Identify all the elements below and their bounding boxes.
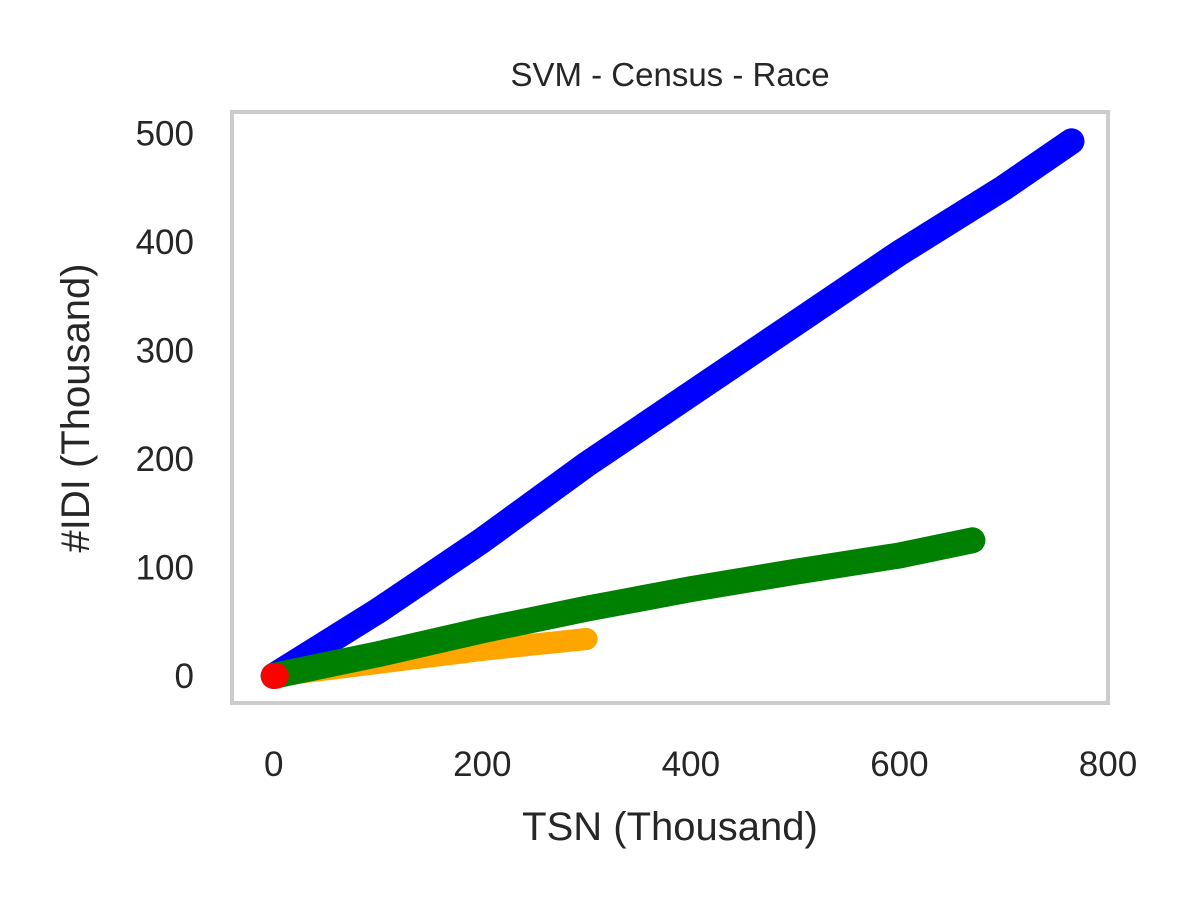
y-tick-label: 300 [136,332,194,371]
y-tick-label: 500 [136,115,194,154]
x-tick-labels: 0 200 400 600 800 [264,745,1137,784]
y-tick-label: 400 [136,223,194,262]
x-tick-label: 400 [662,745,720,784]
y-tick-label: 0 [175,657,194,696]
series-line-3 [260,527,986,689]
y-tick-label: 100 [136,548,194,587]
series-layer [260,128,1085,689]
x-tick-label: 0 [264,745,283,784]
x-tick-label: 200 [453,745,511,784]
y-tick-label: 200 [136,440,194,479]
chart-title: SVM - Census - Race [510,56,829,93]
y-axis-label: #IDI (Thousand) [54,263,98,552]
y-tick-labels: 0 100 200 300 400 500 [136,115,194,696]
x-tick-label: 600 [870,745,928,784]
x-axis-label: TSN (Thousand) [522,805,818,849]
series-line-1 [260,128,1085,689]
x-tick-label: 800 [1079,745,1137,784]
